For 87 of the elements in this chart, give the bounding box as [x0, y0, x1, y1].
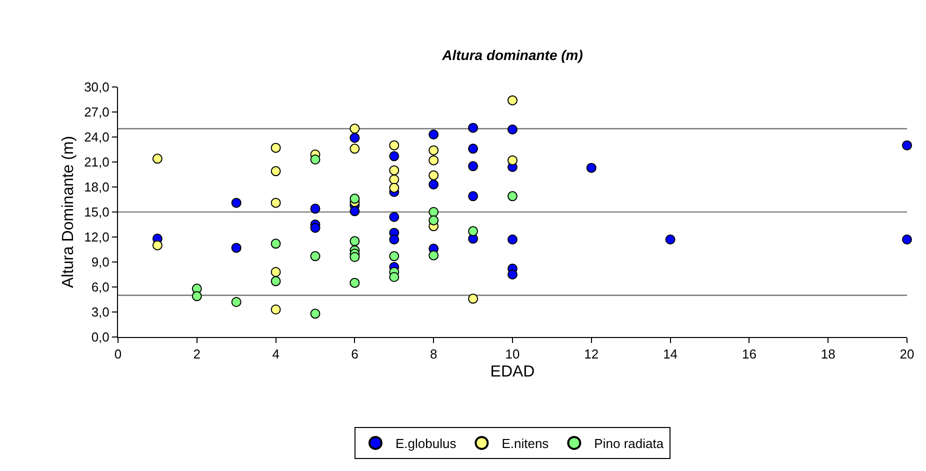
point — [270, 198, 281, 208]
point — [350, 132, 360, 143]
point — [270, 267, 281, 277]
point — [270, 304, 281, 314]
y-tick-label: 27,0 — [84, 104, 110, 120]
point — [350, 144, 360, 154]
point — [389, 272, 400, 282]
legend-label: E.nitens — [502, 436, 550, 452]
point — [310, 251, 320, 262]
point — [350, 236, 360, 246]
x-tick-label: 4 — [272, 346, 280, 362]
point — [389, 165, 400, 176]
point — [428, 180, 439, 190]
point — [468, 294, 478, 304]
point — [428, 207, 439, 217]
point — [468, 161, 478, 172]
point — [428, 170, 439, 180]
point — [468, 191, 478, 202]
point — [389, 234, 400, 244]
point — [152, 240, 162, 250]
x-tick-label: 12 — [584, 346, 599, 362]
point — [508, 234, 518, 244]
y-tick-label: 24,0 — [84, 130, 110, 145]
y-tick-label: 0,0 — [91, 330, 110, 345]
x-tick-label: 18 — [820, 346, 836, 362]
point — [231, 198, 242, 208]
x-tick-label: 10 — [505, 346, 520, 362]
point — [508, 155, 518, 166]
y-tick-label: 6,0 — [91, 280, 110, 295]
point — [350, 278, 360, 288]
point — [152, 154, 162, 164]
y-tick-label: 9,0 — [91, 254, 110, 270]
point — [389, 182, 400, 193]
y-tick-label: 3,0 — [91, 304, 110, 320]
x-tick-label: 14 — [663, 346, 678, 362]
x-tick-label: 8 — [430, 346, 438, 362]
point — [389, 140, 400, 150]
point — [389, 251, 400, 262]
point — [468, 226, 478, 236]
point — [389, 151, 400, 162]
point — [310, 154, 320, 164]
y-tick-label: 21,0 — [84, 154, 110, 170]
x-tick-label: 20 — [900, 346, 914, 362]
x-tick-label: 0 — [114, 346, 122, 362]
point — [350, 124, 360, 134]
point — [270, 238, 281, 249]
point — [468, 144, 478, 154]
point — [428, 155, 439, 166]
point — [231, 297, 242, 307]
x-axis-title: EDAD — [490, 363, 535, 380]
y-tick-label: 18,0 — [84, 180, 110, 195]
chart-title: Altura dominante (m) — [441, 46, 584, 63]
point — [350, 206, 360, 216]
point — [270, 276, 281, 286]
point — [902, 140, 912, 150]
x-tick-label: 16 — [742, 346, 756, 362]
point — [310, 204, 320, 214]
point — [389, 174, 400, 184]
legend-label: E.globulus — [396, 436, 457, 452]
point — [508, 124, 518, 134]
x-tick-label: 6 — [351, 346, 358, 362]
point — [902, 234, 912, 244]
point — [350, 252, 360, 262]
y-axis-title: Altura Dominante (m) — [60, 136, 77, 288]
point — [350, 194, 360, 204]
point — [231, 242, 242, 253]
point — [310, 308, 320, 319]
point — [508, 95, 518, 106]
point — [310, 222, 320, 233]
point — [428, 130, 439, 140]
point — [665, 234, 676, 244]
y-tick-label: 12,0 — [84, 230, 110, 245]
point — [508, 191, 518, 202]
point — [389, 212, 400, 222]
point — [508, 270, 518, 280]
point — [428, 250, 439, 260]
x-tick-label: 2 — [193, 346, 201, 362]
point — [192, 291, 202, 302]
point — [468, 122, 478, 133]
y-tick-label: 30,0 — [84, 80, 110, 95]
y-tick-label: 15,0 — [84, 204, 110, 220]
point — [270, 166, 281, 176]
point — [270, 142, 281, 153]
point — [586, 162, 596, 173]
point — [428, 145, 439, 156]
legend-label: Pino radiata — [594, 436, 664, 452]
point — [428, 215, 439, 226]
